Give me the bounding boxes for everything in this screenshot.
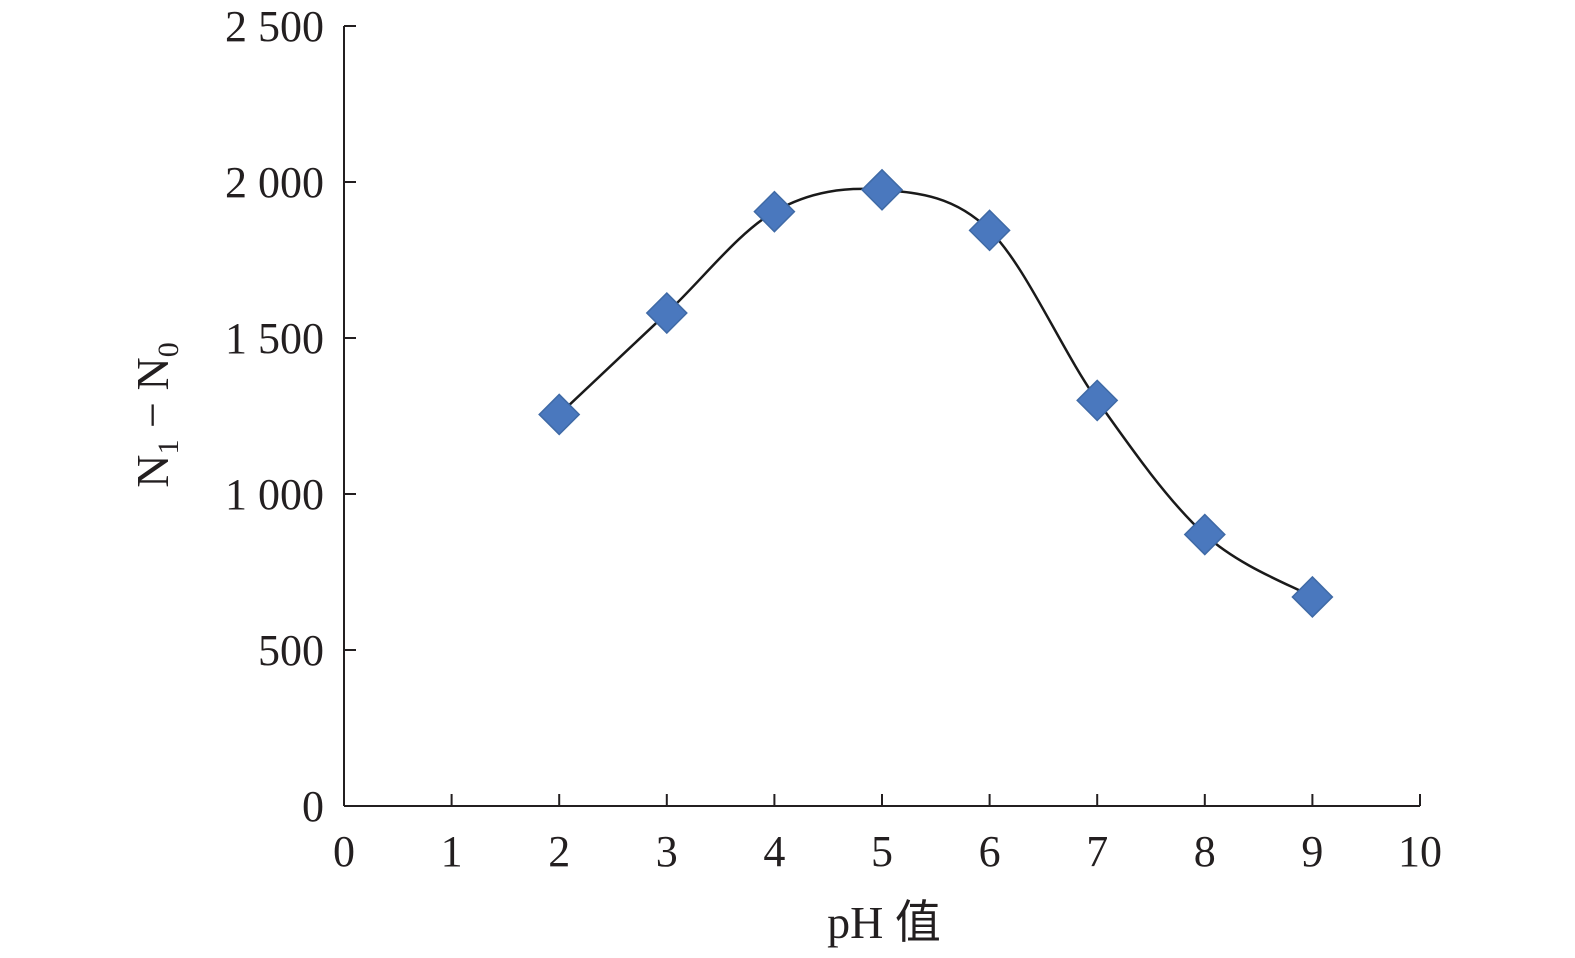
y-axis-title-minus: − — [127, 391, 178, 440]
y-axis-title: N1 − N0 — [127, 342, 185, 487]
y-axis-title-n0: N — [127, 357, 178, 390]
series-curve — [558, 187, 1314, 599]
x-tick-label: 6 — [979, 827, 1001, 876]
y-tick-label: 500 — [258, 626, 324, 675]
y-ticks: 0 500 1 000 1 500 2 000 2 500 — [225, 2, 356, 831]
data-point-marker — [968, 209, 1011, 252]
y-axis-title-sub0: 0 — [152, 342, 185, 357]
x-tick-label: 7 — [1086, 827, 1108, 876]
data-point-marker — [645, 291, 688, 335]
x-tick-label: 2 — [548, 827, 570, 876]
y-tick-label: 0 — [302, 782, 324, 831]
y-tick-label: 1 000 — [225, 470, 324, 519]
x-tick-label: 9 — [1301, 827, 1323, 876]
x-tick-label: 0 — [333, 827, 355, 876]
x-tick-label: 8 — [1194, 827, 1216, 876]
y-tick-label: 2 500 — [225, 2, 324, 51]
data-point-marker — [1291, 575, 1334, 619]
data-point-marker — [860, 168, 904, 211]
y-tick-label: 1 500 — [225, 314, 324, 363]
x-tick-label: 1 — [441, 827, 463, 876]
x-tick-label: 10 — [1398, 827, 1442, 876]
data-point-marker — [538, 393, 581, 436]
x-axis-title: pH 值 — [827, 897, 941, 948]
y-axis-title-sub1: 1 — [152, 439, 185, 454]
x-tick-label: 5 — [871, 827, 893, 876]
y-tick-label: 2 000 — [225, 158, 324, 207]
data-point-marker — [1183, 513, 1226, 556]
y-axis-title-n1: N — [127, 454, 178, 487]
axes — [343, 26, 1420, 807]
data-point-marker — [1076, 379, 1119, 422]
x-tick-label: 4 — [763, 827, 785, 876]
data-point-marker — [753, 190, 796, 233]
data-markers — [538, 168, 1334, 619]
x-ticks: 0 1 2 3 4 5 6 7 8 9 10 — [333, 794, 1442, 876]
x-tick-label: 3 — [656, 827, 678, 876]
